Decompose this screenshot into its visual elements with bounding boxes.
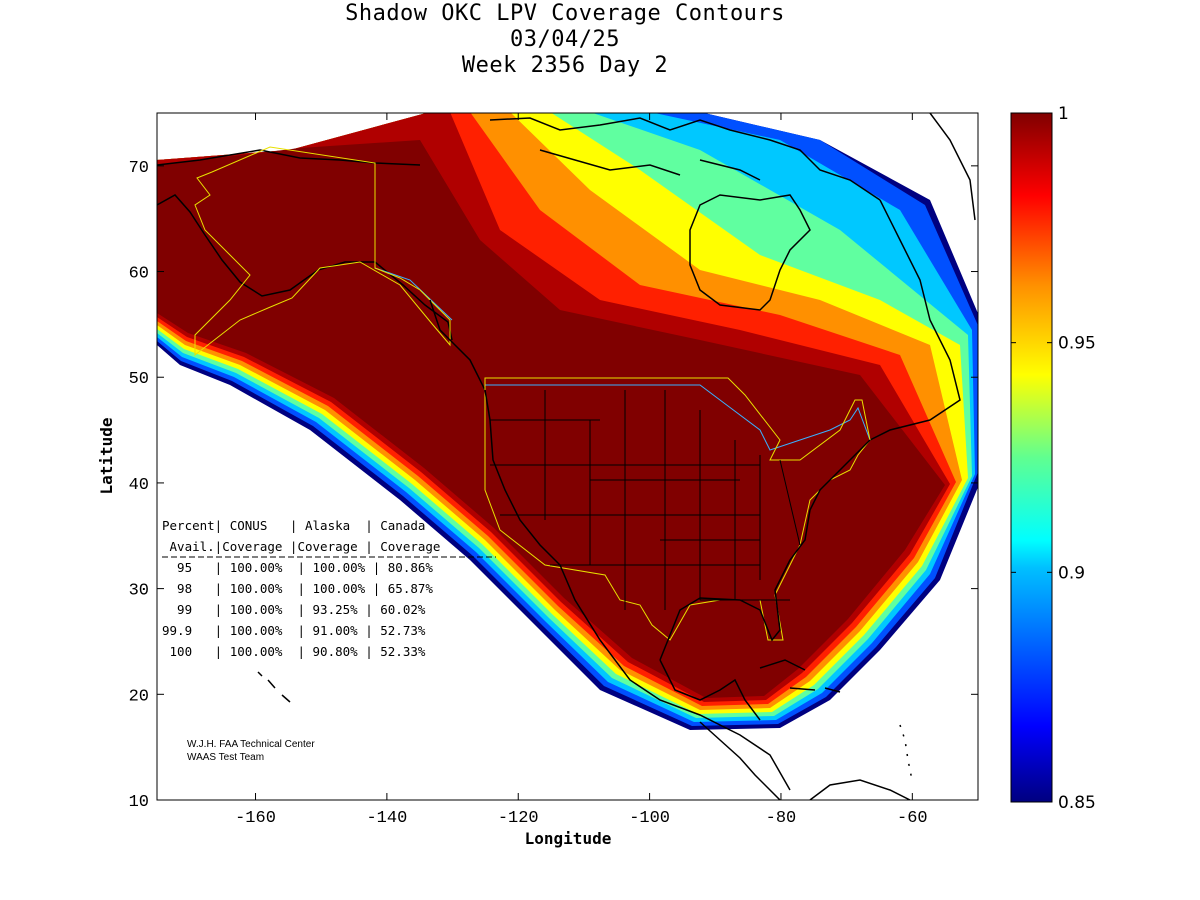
x-tick-label: -140 [366,809,407,828]
stats-row: 99 | 100.00% | 93.25% | 60.02% [162,602,426,617]
y-tick-label: 40 [129,476,149,495]
x-tick-label: -100 [629,809,670,828]
colorbar-tick-label: 0.95 [1058,334,1096,354]
x-axis-label: Longitude [525,829,612,848]
credit-line-1: W.J.H. FAA Technical Center [187,739,315,750]
y-tick-label: 10 [129,793,149,812]
stats-header-1: Percent| CONUS | Alaska | Canada [162,518,425,533]
y-tick-label: 60 [129,265,149,284]
stats-row: 100 | 100.00% | 90.80% | 52.33% [162,644,426,659]
stats-row: 95 | 100.00% | 100.00% | 80.86% [162,560,433,575]
stats-row: 99.9 | 100.00% | 91.00% | 52.73% [162,623,426,638]
colorbar [1011,113,1052,802]
credit-line-2: WAAS Test Team [187,752,264,763]
x-tick-label: -160 [235,809,276,828]
y-tick-label: 50 [129,370,149,389]
y-tick-label: 30 [129,582,149,601]
y-tick-label: 70 [129,159,149,178]
colorbar-tick-label: 1 [1058,104,1069,124]
x-tick-label: -60 [897,809,928,828]
colorbar-tick-label: 0.85 [1058,793,1096,813]
stats-row: 98 | 100.00% | 100.00% | 65.87% [162,581,433,596]
y-tick-label: 20 [129,687,149,706]
stats-header-2: Avail.|Coverage |Coverage | Coverage [162,539,440,554]
y-axis-label: Latitude [97,417,116,494]
colorbar-tick-label: 0.9 [1058,563,1085,583]
x-tick-label: -80 [766,809,797,828]
x-tick-label: -120 [498,809,539,828]
